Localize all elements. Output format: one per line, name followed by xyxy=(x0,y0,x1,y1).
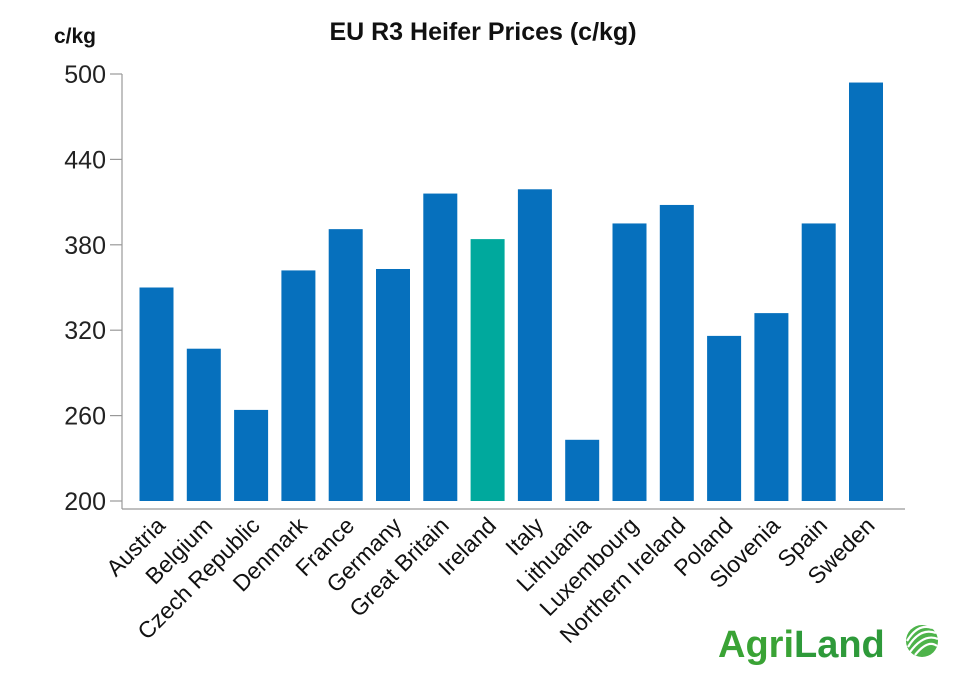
agriland-logo: AgriLand xyxy=(718,624,939,666)
bar-ireland xyxy=(470,239,505,501)
y-tick-label: 260 xyxy=(64,403,106,431)
bar-poland xyxy=(707,335,742,501)
y-tick-label: 380 xyxy=(64,232,106,260)
bar-czech-republic xyxy=(234,409,269,501)
svg-text:AgriLand: AgriLand xyxy=(718,624,885,666)
bar-belgium xyxy=(186,348,221,501)
bar-germany xyxy=(376,268,410,501)
bar-great-britain xyxy=(423,193,458,501)
y-axis: 200 260 320 380 440 500 xyxy=(64,61,123,516)
bar-slovenia xyxy=(754,313,789,501)
bar-italy xyxy=(517,189,552,502)
logo-text-agri: Agri xyxy=(718,624,794,666)
y-tick-label: 500 xyxy=(64,61,106,89)
bar-sweden xyxy=(849,82,883,501)
y-axis-unit: c/kg xyxy=(54,25,96,48)
y-tick-label: 200 xyxy=(64,488,106,516)
y-tick-label: 440 xyxy=(64,146,106,174)
bar-spain xyxy=(801,223,836,501)
bar-northern-ireland xyxy=(659,204,694,502)
leaf-icon xyxy=(906,625,939,657)
bar-luxembourg xyxy=(612,223,647,501)
bar-lithuania xyxy=(565,439,600,501)
bar-denmark xyxy=(281,270,316,501)
bar-austria xyxy=(139,287,174,501)
bar-france xyxy=(328,229,363,502)
y-tick-label: 320 xyxy=(64,317,106,345)
chart-title: EU R3 Heifer Prices (c/kg) xyxy=(329,18,636,46)
logo-text-land: Land xyxy=(794,624,885,666)
bars xyxy=(139,82,883,502)
